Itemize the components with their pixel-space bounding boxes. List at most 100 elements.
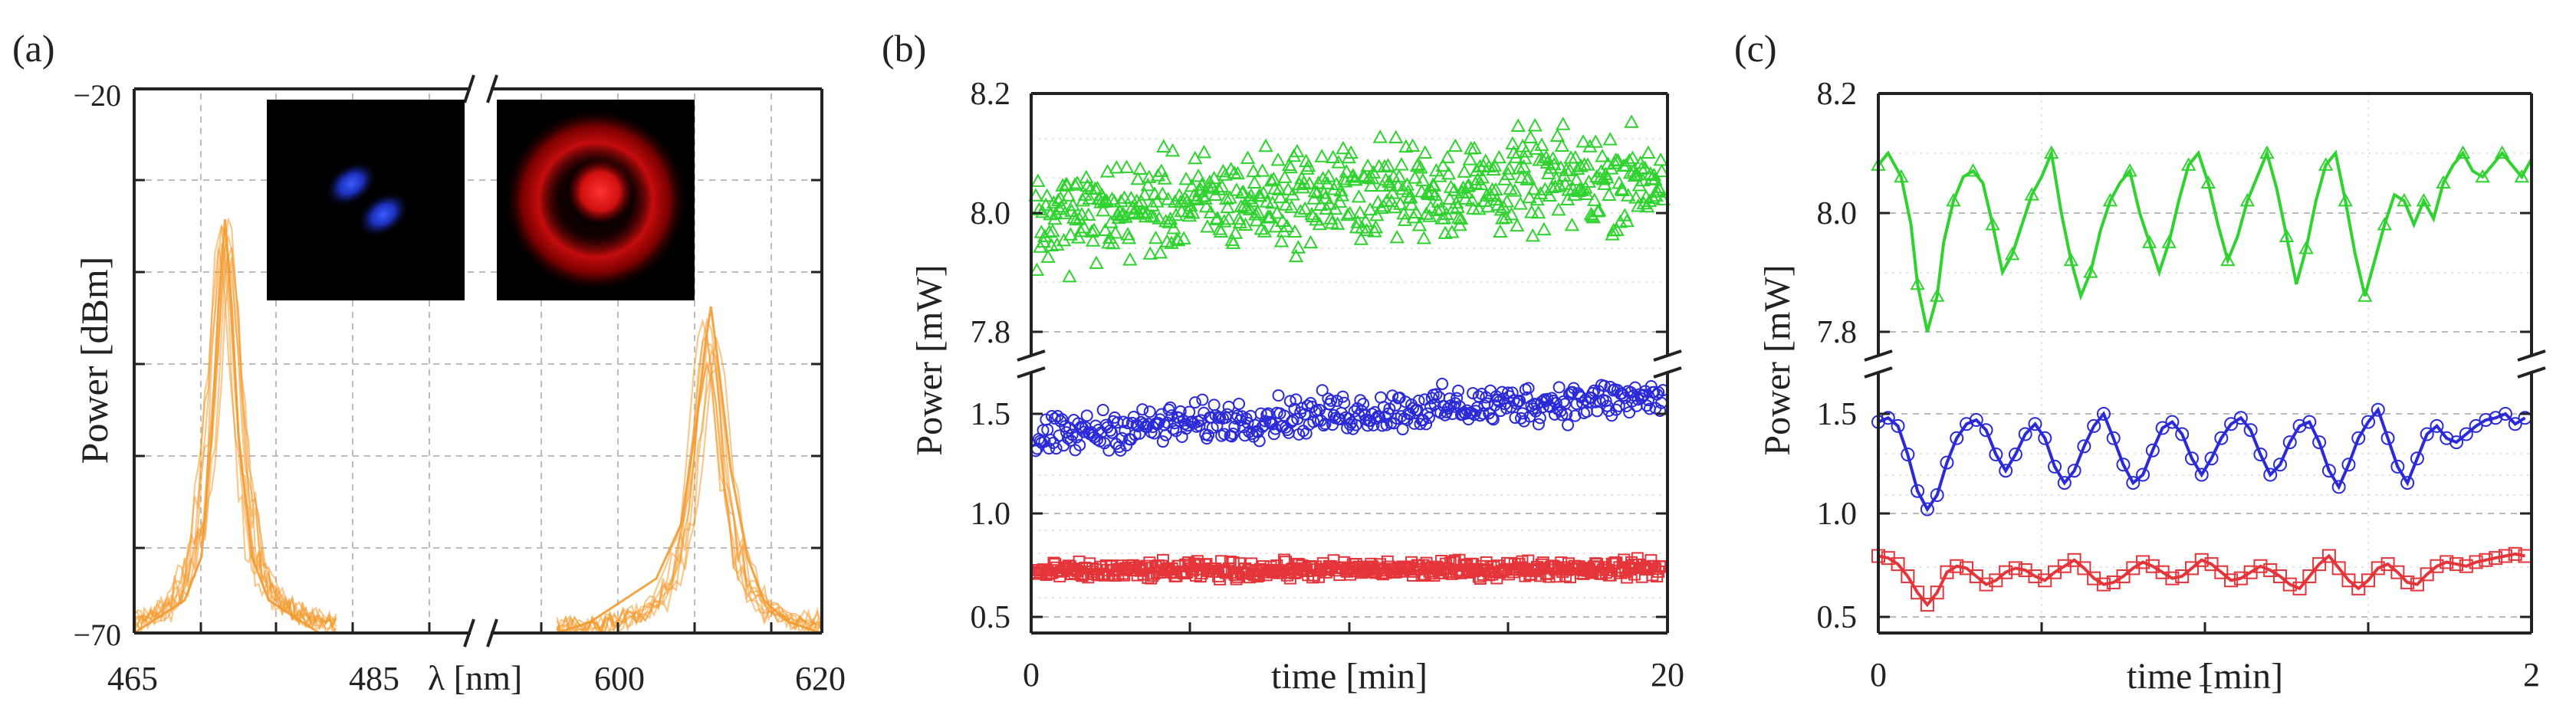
panel-b-green-point xyxy=(1142,246,1158,260)
panel-b-green-point xyxy=(1498,210,1513,224)
panel-b-green-point xyxy=(1392,169,1407,183)
panel-b-green-point xyxy=(1250,205,1266,218)
panel-b-green-point xyxy=(1343,145,1359,159)
panel-c-red-point xyxy=(2253,559,2268,573)
panel-b-green-point xyxy=(1452,217,1467,231)
panel-c-red-point xyxy=(2440,555,2454,569)
panel-c-green-point xyxy=(1946,192,1961,207)
panel-b-green-point xyxy=(1156,139,1171,153)
panel-b-green-point xyxy=(1522,189,1537,204)
panel-b-green-point xyxy=(1312,216,1327,231)
panel-c-blue-point xyxy=(2430,418,2444,433)
panel-b-green-point xyxy=(1633,155,1648,169)
panel-b-green-point xyxy=(1342,205,1358,220)
panel-b-green-point xyxy=(1602,132,1618,146)
panel-b-green-point xyxy=(1052,201,1067,215)
panel-b-green-point xyxy=(1599,169,1615,184)
panel-c-red-point xyxy=(2184,561,2199,576)
panel-b-green-point xyxy=(1242,202,1258,215)
panel-c-red-point xyxy=(1930,585,1944,600)
panel-c-blue-point xyxy=(2263,467,2278,482)
panel-b-green-point xyxy=(1413,159,1428,174)
panel-b-data xyxy=(1028,114,1671,585)
panel-b-green-point xyxy=(1166,220,1181,235)
panel-b-green-point xyxy=(1634,161,1649,175)
panel-c-red-point xyxy=(2292,581,2307,595)
panel-b-green-point xyxy=(1552,178,1568,192)
panel-c-blue-point xyxy=(2479,412,2493,427)
panel-b-green-point xyxy=(1231,211,1247,225)
panel-c-green-point xyxy=(2083,264,2098,278)
panel-b-green-point xyxy=(1190,190,1205,205)
panel-b-xtick-20: 20 xyxy=(1651,656,1684,694)
panel-c-blue-point xyxy=(2145,443,2160,458)
panel-c-blue-point xyxy=(2243,423,2258,438)
panel-b-green-point xyxy=(1280,218,1295,232)
panel-b-green-point xyxy=(1273,234,1290,248)
panel-b-green-point xyxy=(1290,240,1306,254)
panel-b-green-point xyxy=(1334,188,1350,202)
panel-b-green-point xyxy=(1539,149,1554,164)
panel-b-green-point xyxy=(1385,185,1401,199)
panel-c-green-point xyxy=(2397,192,2412,207)
panel-b-green-point xyxy=(1122,251,1138,266)
panel-a-axis-break-marks xyxy=(463,74,498,648)
panel-b-green-point xyxy=(1045,223,1060,238)
panel-b-green-point xyxy=(1220,199,1235,214)
panel-b-green-point xyxy=(1152,211,1167,225)
panel-c-red-point xyxy=(2077,561,2091,576)
panel-b-green-point xyxy=(1635,172,1651,187)
panel-b-blue-point xyxy=(1264,416,1277,429)
panel-b-green-point xyxy=(1651,182,1668,196)
panel-b-green-point xyxy=(1441,166,1457,180)
panel-b-green-point xyxy=(1132,161,1148,175)
panel-b-green-point xyxy=(1185,205,1201,219)
panel-c-blue-point xyxy=(1901,448,1915,461)
panel-c-green-point xyxy=(2141,235,2157,248)
panel-b-blue-point xyxy=(1162,403,1175,416)
panel-c-green-point xyxy=(2063,252,2079,267)
red-beam-profile xyxy=(497,100,695,300)
panel-b-green-point xyxy=(1624,114,1639,128)
panel-b-green-point xyxy=(1288,248,1304,263)
panel-b-blue-point xyxy=(1050,442,1063,455)
panel-b-blue-point xyxy=(1259,415,1272,428)
panel-c-blue-point xyxy=(2175,427,2190,441)
panel-c-red-point xyxy=(1969,569,1983,583)
panel-b-green-point xyxy=(1399,177,1415,191)
panel-a-xtick-485: 485 xyxy=(349,660,399,697)
panel-b-green-point xyxy=(1568,149,1583,164)
panel-b-green-point xyxy=(1388,130,1404,144)
panel-b-green-point xyxy=(1421,186,1436,200)
panel-b-red-point xyxy=(1474,572,1487,585)
panel-b-green-point xyxy=(1352,205,1368,219)
panel-b-green-point xyxy=(1551,202,1566,216)
panel-b-green-point xyxy=(1263,209,1278,223)
panel-b-blue-point xyxy=(1056,413,1069,426)
panel-b-green-point xyxy=(1360,158,1375,172)
panel-b-blue-point xyxy=(1167,422,1180,435)
panel-c-green-point xyxy=(2259,145,2275,159)
panel-c-green-point xyxy=(2044,145,2059,159)
panel-b-blue-point xyxy=(1644,380,1658,393)
panel-b-green-point xyxy=(1530,205,1546,219)
panel-c-blue-point xyxy=(2390,459,2405,474)
panel-b-green-point xyxy=(1211,182,1227,195)
panel-b-green-point xyxy=(1048,205,1064,220)
panel-b-green-point xyxy=(1196,144,1212,159)
panel-c-red-point xyxy=(2321,549,2336,563)
panel-c-red-point xyxy=(2116,569,2131,583)
panel-b-green-point xyxy=(1513,196,1528,210)
panel-b-green-point xyxy=(1493,224,1508,238)
panel-c-blue-point xyxy=(1950,431,1964,445)
panel-b-green-point xyxy=(1418,145,1433,159)
panel-b-green-point xyxy=(1046,195,1062,209)
panel-c-red-point xyxy=(2067,553,2082,567)
panel-b-blue-point xyxy=(1375,419,1388,432)
panel-b-green-point xyxy=(1570,161,1585,175)
panel-b-green-point xyxy=(1643,166,1658,180)
panel-c-red-point xyxy=(2165,571,2180,585)
panel-c-blue-point xyxy=(2498,407,2512,421)
panel-b-green-point xyxy=(1368,219,1384,234)
